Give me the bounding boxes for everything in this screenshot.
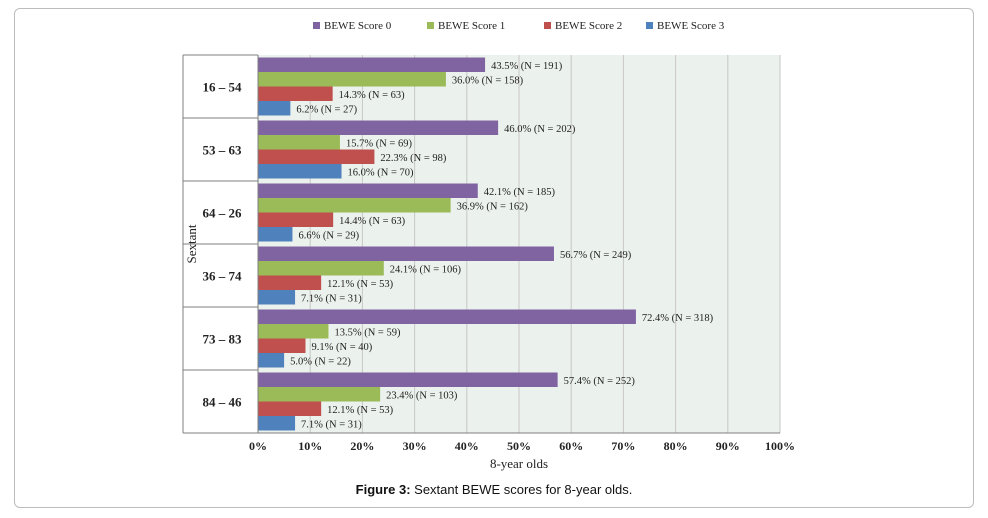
data-label: 16.0% (N = 70) <box>348 167 414 178</box>
data-label: 43.5% (N = 191) <box>491 61 563 72</box>
bar <box>258 120 499 135</box>
data-label: 22.3% (N = 98) <box>380 153 446 164</box>
figure-caption: Figure 3: Sextant BEWE scores for 8-year… <box>0 482 988 497</box>
bar <box>258 149 375 164</box>
bar <box>258 86 333 101</box>
bar <box>258 338 306 353</box>
bar <box>258 72 446 87</box>
bar <box>258 372 558 387</box>
x-tick-label: 10% <box>298 439 322 453</box>
caption-text: Sextant BEWE scores for 8-year olds. <box>410 482 633 497</box>
x-tick-label: 50% <box>507 439 531 453</box>
bar <box>258 275 322 290</box>
bar <box>258 212 334 227</box>
data-label: 14.4% (N = 63) <box>339 216 405 227</box>
data-label: 7.1% (N = 31) <box>301 419 362 430</box>
data-label: 72.4% (N = 318) <box>642 313 714 324</box>
bar <box>258 401 322 416</box>
x-tick-label: 60% <box>559 439 583 453</box>
bar <box>258 101 291 116</box>
x-tick-label: 70% <box>611 439 635 453</box>
x-tick-label: 30% <box>403 439 427 453</box>
data-label: 36.9% (N = 162) <box>457 201 529 212</box>
bar <box>258 353 285 368</box>
bar <box>258 183 478 198</box>
data-label: 9.1% (N = 40) <box>312 342 373 353</box>
bar <box>258 416 296 431</box>
bar <box>258 261 384 276</box>
legend-label: BEWE Score 3 <box>657 20 725 32</box>
axes: 0% 10% 20% 30% 40% 50% 60% 70% 80% 90% 100% 16 – 54… <box>182 54 795 453</box>
data-label: 5.0% (N = 22) <box>290 356 351 367</box>
bar <box>258 324 329 339</box>
data-label: 46.0% (N = 202) <box>504 124 576 135</box>
data-label: 42.1% (N = 185) <box>484 187 556 198</box>
legend-swatch <box>427 22 434 29</box>
x-axis-label: 8-year olds <box>490 456 548 471</box>
data-label: 12.1% (N = 53) <box>327 405 393 416</box>
caption-prefix: Figure 3: <box>355 482 411 497</box>
data-label: 13.5% (N = 59) <box>334 327 400 338</box>
bar <box>258 164 342 179</box>
category-label: 64 – 26 <box>203 206 243 221</box>
data-label: 6.6% (N = 29) <box>298 230 359 241</box>
y-axis-label: Sextant <box>184 224 199 263</box>
bar <box>258 290 296 305</box>
category-label: 53 – 63 <box>203 143 243 158</box>
data-label: 23.4% (N = 103) <box>386 390 458 401</box>
legend-label: BEWE Score 1 <box>438 20 505 32</box>
data-label: 36.0% (N = 158) <box>452 75 524 86</box>
legend-swatch <box>313 22 320 29</box>
bars: 43.5% (N = 191) 36.0% (N = 158) 14.3% (N =… <box>258 57 714 431</box>
x-tick-label: 0% <box>249 439 267 453</box>
legend-label: BEWE Score 2 <box>555 20 622 32</box>
legend-swatch <box>646 22 653 29</box>
data-label: 12.1% (N = 53) <box>327 279 393 290</box>
data-label: 6.2% (N = 27) <box>296 104 357 115</box>
bar <box>258 309 636 324</box>
data-label: 15.7% (N = 69) <box>346 138 412 149</box>
category-label: 73 – 83 <box>203 332 243 347</box>
x-tick-label: 80% <box>664 439 688 453</box>
legend-label: BEWE Score 0 <box>324 20 392 32</box>
data-label: 56.7% (N = 249) <box>560 250 632 261</box>
x-tick-label: 100% <box>765 439 795 453</box>
category-label: 36 – 74 <box>203 269 243 284</box>
bar <box>258 387 381 402</box>
legend: BEWE Score 0 BEWE Score 1 BEWE Score 2 BEWE… <box>313 20 725 32</box>
data-label: 7.1% (N = 31) <box>301 293 362 304</box>
bar <box>258 57 486 72</box>
gridlines <box>309 55 781 433</box>
data-label: 14.3% (N = 63) <box>339 90 405 101</box>
category-label: 84 – 46 <box>203 395 243 410</box>
legend-swatch <box>544 22 551 29</box>
data-label: 24.1% (N = 106) <box>390 264 462 275</box>
bar <box>258 246 554 261</box>
x-tick-label: 90% <box>716 439 740 453</box>
bar <box>258 135 340 150</box>
data-label: 57.4% (N = 252) <box>564 376 636 387</box>
category-label: 16 – 54 <box>203 80 243 95</box>
bar <box>258 198 451 213</box>
x-tick-label: 40% <box>455 439 479 453</box>
x-tick-label: 20% <box>350 439 374 453</box>
bar <box>258 227 293 242</box>
